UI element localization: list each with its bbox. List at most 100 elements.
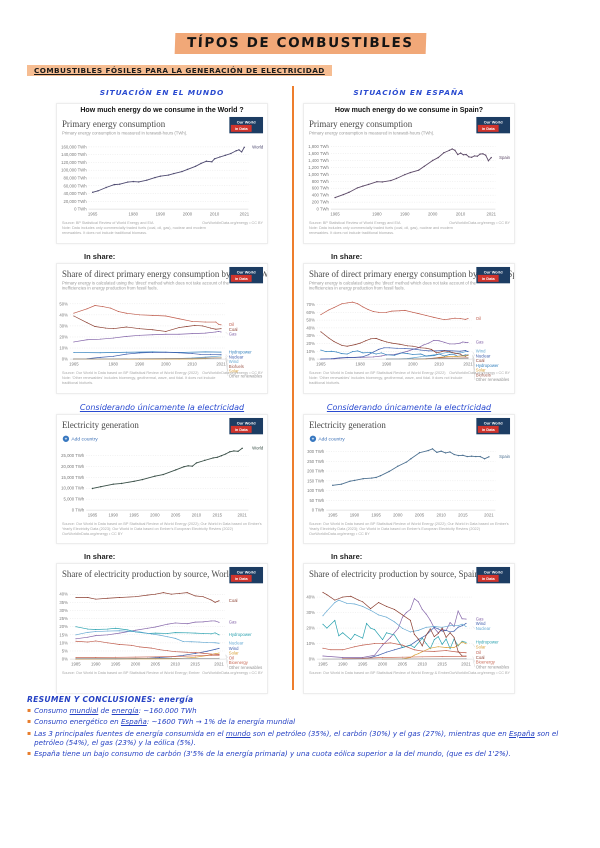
- svg-text:1,600 TWh: 1,600 TWh: [308, 151, 329, 156]
- svg-text:2015: 2015: [190, 662, 200, 667]
- svg-text:1985: 1985: [318, 662, 328, 667]
- svg-text:2015: 2015: [437, 662, 447, 667]
- chart-title: Electricity generation: [309, 419, 386, 429]
- svg-text:1,400 TWh: 1,400 TWh: [308, 158, 329, 163]
- svg-text:1995: 1995: [358, 662, 368, 667]
- svg-text:50%: 50%: [306, 317, 315, 322]
- svg-text:2021: 2021: [461, 662, 471, 667]
- chart-spain-electricity: Electricity generation Our World in Data + A…: [304, 415, 514, 544]
- svg-text:2000: 2000: [408, 361, 418, 366]
- series-line-coal: [320, 331, 469, 357]
- owid-logo: Our World in Data: [229, 266, 264, 284]
- series-label-solar: Solar: [476, 645, 487, 650]
- svg-text:1995: 1995: [371, 512, 381, 517]
- svg-text:in Data: in Data: [235, 277, 249, 281]
- series-label-coal: Coal: [476, 655, 485, 660]
- svg-text:1990: 1990: [91, 662, 101, 667]
- svg-text:1990: 1990: [135, 361, 145, 366]
- svg-text:1990: 1990: [350, 512, 360, 517]
- svg-text:30%: 30%: [306, 333, 315, 338]
- svg-text:20%: 20%: [306, 626, 315, 631]
- series-label-wind: Wind: [476, 622, 486, 627]
- svg-text:1995: 1995: [129, 512, 139, 517]
- add-country-button[interactable]: + Add country: [309, 435, 345, 442]
- series-label-nuclear: Nuclear: [476, 353, 491, 358]
- svg-text:1965: 1965: [316, 361, 326, 366]
- svg-text:2010: 2010: [192, 512, 202, 517]
- svg-text:40%: 40%: [306, 325, 315, 330]
- series-line-spain: [334, 148, 492, 199]
- svg-text:15,000 TWh: 15,000 TWh: [61, 474, 85, 479]
- svg-text:0%: 0%: [62, 657, 68, 662]
- svg-text:OurWorldInData.org/energy • CC: OurWorldInData.org/energy • CC BY: [449, 221, 510, 225]
- chart-card-spain-primary-energy: How much energy do we consume in Spain? …: [303, 103, 515, 244]
- series-label-oil: Oil: [229, 656, 234, 661]
- svg-text:140,000 TWh: 140,000 TWh: [61, 152, 87, 157]
- chart-card-world-primary-share: Share of direct primary energy consumpti…: [56, 262, 283, 394]
- series-label-solar: Solar: [476, 367, 487, 372]
- page-title: TÍPOS DE COMBUSTIBLES: [174, 33, 426, 54]
- svg-text:traditional biofuels.: traditional biofuels.: [62, 381, 93, 385]
- svg-text:2000: 2000: [150, 512, 160, 517]
- series-line-oil: [75, 640, 220, 656]
- svg-text:Yearly Electricity Data (2023): Yearly Electricity Data (2023); Our Worl…: [309, 527, 481, 531]
- svg-text:2021: 2021: [487, 212, 497, 217]
- chart-world-primary-energy: Primary energy consumption Primary energy…: [57, 114, 267, 243]
- series-label-oil: Oil: [476, 316, 481, 321]
- chart-title: Share of electricity production by sourc…: [62, 569, 234, 579]
- electricity-note-spain: Considerando únicamente la electricidad: [326, 402, 492, 412]
- series-line-spain: [332, 447, 490, 486]
- series-label-nuclear: Nuclear: [229, 354, 244, 359]
- svg-text:35%: 35%: [59, 600, 68, 605]
- svg-text:in Data: in Data: [235, 428, 249, 432]
- series-line-nuclear: [322, 600, 467, 633]
- chart-card-spain-electricity-share: Share of electricity production by sourc…: [303, 563, 515, 695]
- svg-text:1,000 TWh: 1,000 TWh: [308, 172, 329, 177]
- chart-svg-spain-electricity: Electricity generation Our World in Data + A…: [307, 417, 511, 536]
- svg-text:120,000 TWh: 120,000 TWh: [61, 160, 87, 165]
- svg-text:200 TWh: 200 TWh: [312, 200, 330, 205]
- bullet-text: Consumo mundial de energía: ~160.000 TWh: [34, 706, 197, 715]
- svg-text:Our World: Our World: [237, 120, 256, 124]
- conclusion-bullet: ▪ Consumo energético en España: ~1600 TWh…: [27, 717, 585, 727]
- series-label-other-renewables: Other renewables: [476, 665, 510, 670]
- plus-icon: +: [312, 436, 315, 441]
- svg-text:Primary energy is calculated u: Primary energy is calculated using the '…: [309, 280, 477, 285]
- series-label-spain: Spain: [499, 155, 511, 160]
- svg-text:2010: 2010: [436, 512, 446, 517]
- svg-text:2015: 2015: [212, 512, 222, 517]
- svg-text:in Data: in Data: [482, 577, 496, 581]
- chart-title: Primary energy consumption: [309, 119, 413, 129]
- svg-text:10,000 TWh: 10,000 TWh: [61, 485, 85, 490]
- svg-text:1990: 1990: [109, 512, 119, 517]
- svg-text:160,000 TWh: 160,000 TWh: [61, 144, 87, 149]
- owid-logo: Our World in Data: [476, 116, 511, 134]
- svg-text:1985: 1985: [71, 662, 81, 667]
- bullet-marker: ▪: [27, 707, 32, 714]
- conclusions-section: RESUMEN Y CONCLUSIONES: energía ▪ Consumo…: [27, 695, 585, 759]
- svg-text:15%: 15%: [59, 633, 68, 638]
- svg-text:10%: 10%: [306, 641, 315, 646]
- svg-text:1985: 1985: [88, 512, 98, 517]
- svg-text:OurWorldInData.org/energy • CC: OurWorldInData.org/energy • CC BY: [62, 532, 123, 536]
- series-label-oil: Oil: [476, 650, 481, 655]
- svg-text:Source: Our World in Data base: Source: Our World in Data based on BP St…: [309, 671, 450, 675]
- svg-text:Primary energy consumption is: Primary energy consumption is measured i…: [62, 130, 187, 135]
- chart-world-primary-share: Share of direct primary energy consumpti…: [57, 264, 283, 393]
- svg-text:1980: 1980: [129, 212, 139, 217]
- svg-text:20,000 TWh: 20,000 TWh: [61, 463, 85, 468]
- series-label-gas: Gas: [229, 331, 237, 336]
- world-column: SITUACIÓN EN EL MUNDO How much energy do…: [56, 88, 283, 695]
- svg-text:OurWorldInData.org/energy • CC: OurWorldInData.org/energy • CC BY: [449, 371, 510, 375]
- svg-text:OurWorldInData.org/energy • CC: OurWorldInData.org/energy • CC BY: [202, 371, 263, 375]
- svg-text:inefficiencies in energy produ: inefficiencies in energy production from…: [62, 285, 158, 290]
- svg-text:30%: 30%: [306, 610, 315, 615]
- svg-text:1985: 1985: [328, 512, 338, 517]
- svg-text:200 TWh: 200 TWh: [307, 468, 325, 473]
- add-country-button[interactable]: + Add country: [62, 435, 98, 442]
- conclusions-bullets: ▪ Consumo mundial de energía: ~160.000 TW…: [27, 706, 585, 759]
- svg-text:2010: 2010: [210, 212, 220, 217]
- svg-text:2021: 2021: [214, 662, 224, 667]
